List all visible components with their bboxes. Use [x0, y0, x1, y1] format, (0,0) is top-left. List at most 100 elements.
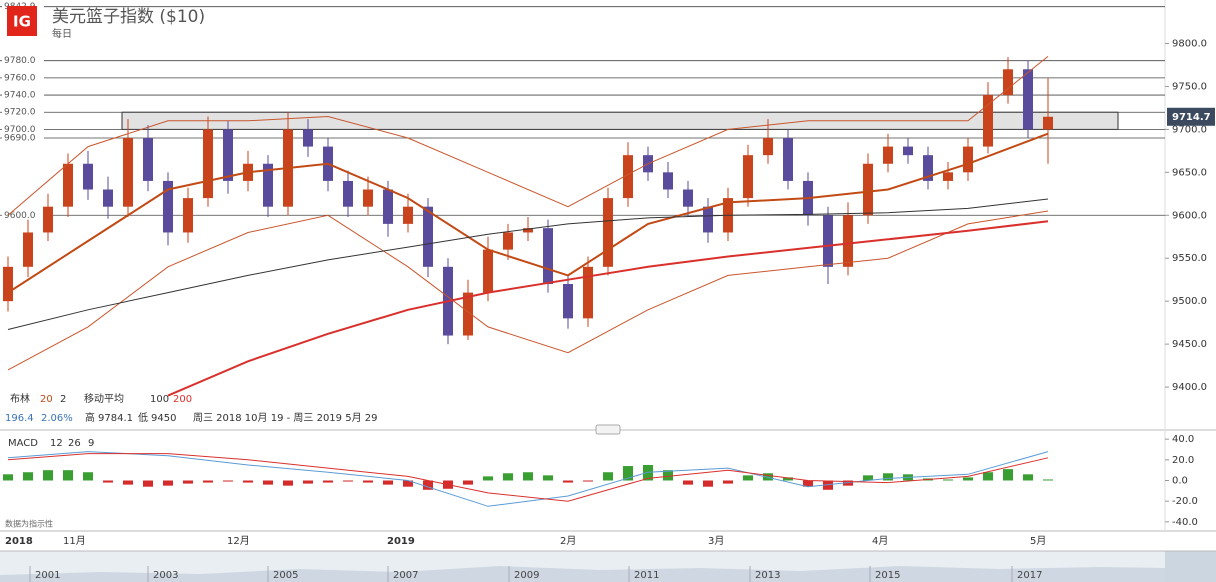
- candle-body: [343, 180, 353, 207]
- candle-body: [1043, 116, 1053, 130]
- histogram-bar: [763, 473, 773, 481]
- candle-body: [363, 189, 373, 207]
- histogram-bar: [43, 470, 53, 481]
- candle-body: [463, 292, 473, 336]
- histogram-bar: [743, 475, 753, 481]
- candle-body: [263, 163, 273, 207]
- level-label-bg: [2, 71, 44, 84]
- x-tick-label: 12月: [227, 535, 250, 547]
- histogram-bar: [283, 480, 293, 486]
- candle-body: [703, 206, 713, 233]
- candle-body: [563, 283, 573, 319]
- candle-body: [503, 232, 513, 250]
- legend-text: 移动平均: [84, 392, 124, 405]
- candle-body: [383, 189, 393, 224]
- histogram-bar: [563, 480, 573, 483]
- candle-body: [163, 180, 173, 233]
- candle-body: [823, 215, 833, 267]
- macd-param: 9: [88, 438, 94, 449]
- candle-body: [483, 249, 493, 293]
- navigator-year: 2015: [875, 570, 900, 581]
- histogram-bar: [63, 470, 73, 481]
- x-tick-label: 11月: [63, 535, 86, 547]
- navigator: 2001 2003 2005 2007 2009 2011 2013 2015 2017: [29, 566, 1042, 582]
- level-label-bg: [2, 54, 44, 67]
- candle-body: [883, 146, 893, 164]
- y-tick-label: 0.0: [1172, 476, 1188, 487]
- candle-body: [103, 189, 113, 207]
- macd-param: 26: [68, 438, 81, 449]
- y-tick-label: 9400.0: [1172, 382, 1207, 393]
- navigator-area: [0, 566, 1165, 582]
- candle-body: [223, 129, 233, 181]
- candle-body: [943, 172, 953, 181]
- histogram-bar: [23, 472, 33, 481]
- navigator-year: 2007: [393, 570, 418, 581]
- x-tick-label: 2月: [560, 535, 576, 547]
- navigator-window[interactable]: [1165, 551, 1216, 582]
- chart-subtitle: 每日: [52, 27, 72, 40]
- level-label: 9720.0: [4, 108, 36, 118]
- navigator-year: 2001: [35, 570, 60, 581]
- candle-body: [63, 163, 73, 207]
- price-badge: [1167, 107, 1215, 126]
- histogram-bar: [483, 476, 493, 481]
- x-axis: 2018 11月 12月 2019 2月 3月 4月 5月: [5, 535, 1046, 547]
- y-tick-label: -20.0: [1172, 496, 1198, 507]
- histogram-bar: [263, 480, 273, 485]
- legend-value: 2: [60, 394, 66, 405]
- indicator-line: [7, 132, 1049, 294]
- y-tick-label: 9600.0: [1172, 210, 1207, 221]
- histogram-bar: [823, 480, 833, 490]
- candle-body: [743, 155, 753, 199]
- macd-legend: MACD: [8, 438, 38, 449]
- histogram-bar: [623, 466, 633, 481]
- price-panel: 9842.99780.09760.09740.09720.09700.09690…: [0, 0, 1215, 397]
- histogram-bar: [323, 480, 333, 483]
- change-value: 196.4: [5, 413, 34, 424]
- histogram-bar: [303, 480, 313, 484]
- x-tick-label: 2019: [387, 536, 415, 547]
- change-pct: 2.06%: [41, 413, 73, 424]
- legend-text: 布林: [10, 392, 30, 405]
- histogram-bar: [163, 480, 173, 486]
- indicator-line: [7, 451, 1049, 507]
- candle-body: [1003, 69, 1013, 96]
- histogram-bar: [423, 480, 433, 490]
- navigator-year: 2017: [1017, 570, 1042, 581]
- histogram-bar: [683, 480, 693, 485]
- y-tick-label: 9650.0: [1172, 167, 1207, 178]
- candle-body: [183, 198, 193, 233]
- level-label: 9690.0: [4, 133, 36, 143]
- candle-body: [683, 189, 693, 207]
- histogram-bar: [3, 474, 13, 481]
- histogram-bar: [523, 472, 533, 481]
- histogram-bar: [663, 470, 673, 481]
- histogram-bar: [583, 480, 593, 482]
- candle-body: [843, 215, 853, 267]
- histogram-bar: [1003, 469, 1013, 481]
- macd-panel: 40.0 20.0 0.0 -20.0 -40.0: [3, 434, 1198, 528]
- candle-body: [43, 206, 53, 233]
- high-value: 9784.1: [98, 413, 133, 424]
- candle-body: [623, 155, 633, 199]
- histogram-bar: [723, 480, 733, 484]
- candle-body: [663, 172, 673, 190]
- level-label: 9780.0: [4, 56, 36, 66]
- navigator-year: 2013: [755, 570, 780, 581]
- navigator-year: 2009: [514, 570, 539, 581]
- candle-body: [1023, 69, 1033, 130]
- candle-body: [763, 137, 773, 156]
- histogram-bar: [243, 480, 253, 483]
- legend-value: 200: [173, 394, 192, 405]
- candle-body: [423, 206, 433, 267]
- histogram-bar: [643, 465, 653, 481]
- level-label-bg: [2, 106, 44, 119]
- histogram-bar: [83, 472, 93, 481]
- panel-resize-handle[interactable]: [595, 424, 621, 435]
- candle-body: [83, 163, 93, 190]
- y-tick-label: 9700.0: [1172, 124, 1207, 135]
- histogram-bar: [343, 480, 353, 482]
- legend-value: 20: [40, 394, 53, 405]
